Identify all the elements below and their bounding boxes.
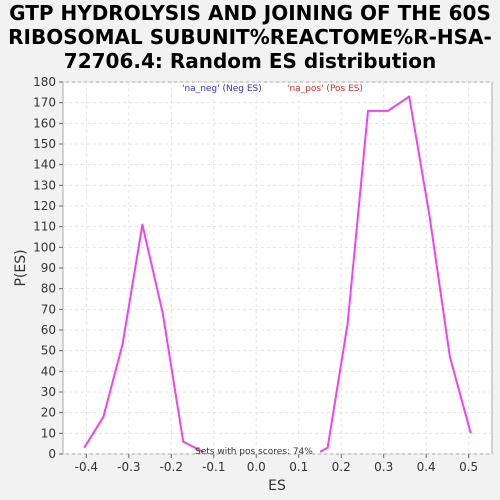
plot-area (62, 81, 493, 455)
y-tick-label: 50 (41, 344, 56, 358)
series-line-1 (83, 223, 204, 453)
x-tick-label: -0.2 (160, 460, 183, 474)
y-tick-label: 100 (33, 240, 56, 254)
y-tick-label: 30 (41, 385, 56, 399)
chart-title-line-3: 72706.4: Random ES distribution (64, 49, 436, 73)
y-tick-label: 10 (41, 426, 56, 440)
x-tick-label: -0.4 (75, 460, 98, 474)
y-tick-label: 140 (33, 158, 56, 172)
legend-entry-neg: 'na_neg' (Neg ES) (182, 84, 262, 94)
chart-title-line-2: RIBOSOMAL SUBUNIT%REACTOME%R-HSA- (8, 25, 492, 49)
y-tick-label: 70 (41, 302, 56, 316)
y-tick-label: 170 (33, 96, 56, 110)
series-lines (83, 95, 472, 453)
chart-title-line-1: GTP HYDROLYSIS AND JOINING OF THE 60S (9, 1, 491, 25)
x-tick-label: 0.3 (374, 460, 393, 474)
y-tick-label: 110 (33, 220, 56, 234)
y-tick-label: 40 (41, 364, 56, 378)
x-tick-label: 0.5 (459, 460, 478, 474)
y-axis: 0 10 20 30 40 50 60 70 80 90 100 110 120 130 140 150 160… (33, 75, 63, 461)
y-tick-label: 20 (41, 406, 56, 420)
y-tick-label: 60 (41, 323, 56, 337)
x-tick-label: 0.1 (289, 460, 308, 474)
x-tick-label: -0.3 (117, 460, 140, 474)
y-tick-label: 180 (33, 75, 56, 89)
series-line-2 (319, 95, 472, 453)
x-axis-label: ES (268, 478, 286, 494)
x-tick-label: -0.1 (202, 460, 225, 474)
x-axis: -0.4 -0.3 -0.2 -0.1 0.0 0.1 0.2 0.3 0.4 0.5 (75, 454, 478, 474)
y-tick-label: 130 (33, 178, 56, 192)
y-tick-label: 0 (48, 447, 56, 461)
grid-lines (63, 81, 492, 455)
y-axis-label: P(ES) (13, 249, 29, 286)
legend-entry-pos: 'na_pos' (Pos ES) (287, 84, 363, 94)
y-tick-label: 80 (41, 282, 56, 296)
x-tick-label: 0.2 (332, 460, 351, 474)
y-tick-label: 150 (33, 137, 56, 151)
pos-scores-annotation: Sets with pos scores: 74% (195, 447, 313, 457)
y-tick-label: 160 (33, 116, 56, 130)
x-tick-label: 0.4 (417, 460, 436, 474)
chart-title: GTP HYDROLYSIS AND JOINING OF THE 60S RI… (8, 1, 492, 73)
y-tick-label: 90 (41, 261, 56, 275)
y-tick-label: 120 (33, 199, 56, 213)
legend: 'na_neg' (Neg ES) 'na_pos' (Pos ES) (182, 84, 363, 94)
x-tick-label: 0.0 (247, 460, 266, 474)
